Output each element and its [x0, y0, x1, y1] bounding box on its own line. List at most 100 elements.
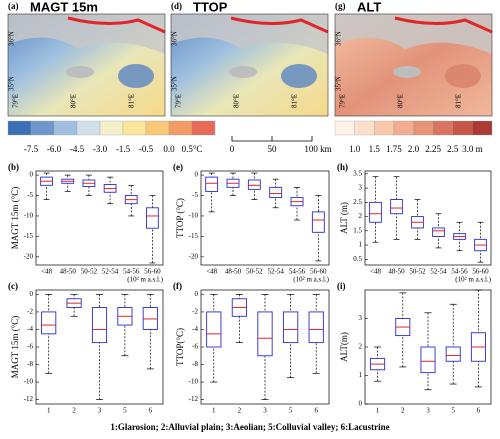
colorbar-label: 2.25 — [425, 144, 441, 154]
colorbar-label: -4.5 — [70, 144, 85, 154]
plot-frame — [364, 170, 492, 266]
map-ridge — [67, 16, 166, 34]
y-tick-label: -2 — [192, 308, 198, 316]
colorbar-cell — [413, 120, 434, 136]
y-tick-label: -12 — [189, 395, 199, 403]
box — [247, 179, 261, 190]
map-lake — [66, 66, 94, 78]
colorbar-label: -1.5 — [116, 144, 131, 154]
y-tick-label: 1 — [359, 241, 363, 249]
map-patch — [445, 64, 481, 88]
colorbar-cell — [7, 120, 32, 136]
x-tick-label: 6 — [149, 407, 153, 415]
plot-frame — [200, 170, 330, 266]
colorbar-cell — [472, 120, 493, 136]
y-tick-label: -5 — [192, 191, 198, 199]
x-tick-label: 56-60 — [144, 268, 161, 276]
x-tick-label: 1 — [376, 407, 380, 415]
y-tick-label: -4 — [27, 325, 33, 333]
colorbar-label: 2.0 — [408, 144, 420, 154]
lat-label: 36°N — [8, 31, 16, 46]
map-ridge — [394, 16, 493, 34]
x-tick-label: 50-52 — [81, 268, 98, 276]
colorbar-label: 0.0 — [163, 144, 175, 154]
lon-label: 80°E — [70, 94, 78, 108]
y-tick-label: 0 — [30, 290, 34, 298]
x-tick-label: 2 — [238, 407, 242, 415]
box — [282, 311, 299, 344]
box — [269, 186, 283, 199]
lat-label: 35°N — [335, 76, 343, 91]
y-axis-label: ALT (m) — [339, 202, 349, 234]
x-tick-label: 52-54 — [267, 268, 284, 276]
y-tick-label: -8 — [192, 360, 198, 368]
colorbar-cell — [76, 120, 101, 136]
box — [41, 311, 57, 335]
x-unit: (10² m a.s.l.) — [455, 276, 491, 284]
y-tick-label: 0 — [195, 171, 199, 179]
y-tick-label: -15 — [24, 232, 34, 240]
lat-label: 36°N — [171, 31, 179, 46]
scale-label: 50 — [268, 144, 278, 154]
lon-label: 79°E — [12, 94, 20, 108]
colorbar-cell — [393, 120, 414, 136]
box — [257, 311, 273, 357]
y-axis-label: MAGT 15m (°C) — [10, 316, 20, 378]
box — [308, 311, 324, 344]
x-tick-label: 52-54 — [430, 268, 447, 276]
y-tick-label: -8 — [27, 360, 33, 368]
box — [205, 176, 219, 192]
map-title: ALT — [357, 0, 381, 14]
y-tick-label: -10 — [24, 212, 34, 220]
x-tick-label: 2 — [401, 407, 405, 415]
y-tick-label: -20 — [24, 252, 34, 260]
panel-label: (c) — [8, 281, 18, 291]
lat-label: 35°N — [8, 76, 16, 91]
footnote: 1:Glarosion; 2:Alluvial plain; 3:Aeolian… — [110, 422, 389, 432]
x-tick-label: 48-50 — [60, 268, 77, 276]
y-tick-label: 1 — [359, 371, 363, 379]
y-tick-label: 0 — [30, 171, 34, 179]
x-tick-label: 3 — [98, 407, 102, 415]
x-tick-label: 54-56 — [123, 268, 140, 276]
colorbar-cell — [452, 120, 473, 136]
x-tick-label: 1 — [47, 407, 51, 415]
y-tick-label: -4 — [192, 325, 198, 333]
x-tick-label: 50-52 — [409, 268, 426, 276]
panel-label: (i) — [337, 281, 346, 291]
colorbar-label: -0.5 — [139, 144, 154, 154]
y-tick-label: 0 — [195, 290, 199, 298]
y-tick-label: -10 — [189, 212, 199, 220]
x-tick-label: 5 — [451, 407, 455, 415]
x-tick-label: 5 — [289, 407, 293, 415]
map-frame — [334, 13, 493, 117]
colorbar-label: 0.5°C — [182, 144, 203, 154]
y-tick-label: -12 — [24, 395, 34, 403]
x-tick-label: 5 — [123, 407, 127, 415]
x-tick-label: <48 — [370, 268, 381, 276]
lon-label: 81°E — [291, 94, 299, 108]
map-title: MAGT 15m — [30, 0, 98, 14]
colorbar-label: 2.5 — [447, 144, 459, 154]
lon-label: 81°E — [455, 94, 463, 108]
map-patch — [118, 64, 154, 88]
x-tick-label: 2 — [72, 407, 76, 415]
colorbar-cell — [53, 120, 78, 136]
box — [432, 227, 445, 237]
y-axis-label: TTOP(°C) — [175, 328, 185, 366]
colorbar-label: 1.5 — [369, 144, 381, 154]
box — [311, 211, 325, 233]
lon-label: 81°E — [128, 94, 136, 108]
colorbar-cell — [122, 120, 147, 136]
y-tick-label: -2 — [27, 308, 33, 316]
lon-label: 80°E — [397, 94, 405, 108]
map-frame — [7, 13, 166, 117]
y-tick-label: 3.5 — [353, 169, 362, 177]
box — [445, 346, 461, 362]
x-unit: (10² m a.s.l.) — [127, 276, 163, 284]
colorbar-cell — [168, 120, 193, 136]
colorbar-cell — [354, 120, 375, 136]
box — [91, 307, 108, 344]
